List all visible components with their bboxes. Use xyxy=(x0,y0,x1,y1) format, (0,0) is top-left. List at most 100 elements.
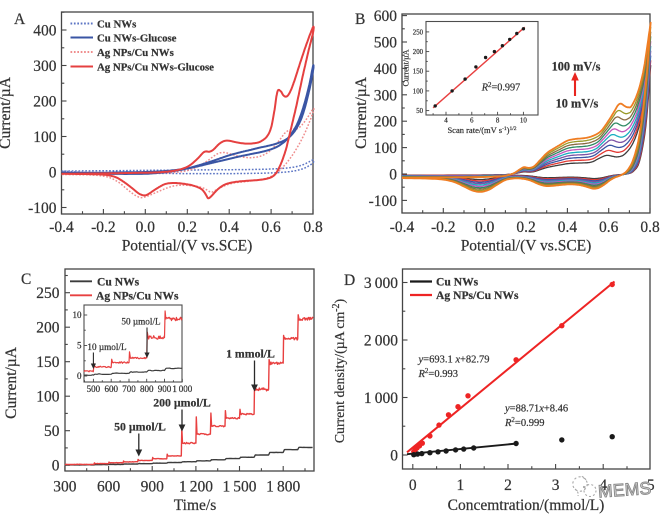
svg-text:0.8: 0.8 xyxy=(303,219,323,236)
svg-text:600: 600 xyxy=(97,479,121,496)
svg-text:0.4: 0.4 xyxy=(220,219,240,236)
svg-text:Cu NWs: Cu NWs xyxy=(97,275,140,288)
svg-text:100: 100 xyxy=(413,88,424,95)
svg-text:700: 700 xyxy=(122,384,136,394)
svg-text:4: 4 xyxy=(599,477,607,494)
svg-text:0: 0 xyxy=(49,165,57,182)
svg-text:800: 800 xyxy=(140,384,154,394)
svg-text:400: 400 xyxy=(374,61,398,78)
svg-text:250: 250 xyxy=(413,29,424,36)
svg-text:C: C xyxy=(21,271,31,288)
svg-text:D: D xyxy=(344,272,355,289)
svg-text:Current/µA: Current/µA xyxy=(353,76,370,149)
svg-text:0.6: 0.6 xyxy=(261,219,281,236)
svg-text:-0.4: -0.4 xyxy=(390,219,415,236)
svg-text:200: 200 xyxy=(374,114,398,131)
svg-text:0.6: 0.6 xyxy=(599,219,619,236)
svg-text:200 µmol/L: 200 µmol/L xyxy=(153,396,211,410)
svg-text:0.0: 0.0 xyxy=(475,219,495,236)
svg-text:0.2: 0.2 xyxy=(516,219,535,236)
svg-text:0.0: 0.0 xyxy=(136,219,156,236)
svg-text:Current/µA: Current/µA xyxy=(402,49,411,86)
svg-text:500: 500 xyxy=(374,35,398,52)
svg-text:300: 300 xyxy=(33,58,57,75)
svg-text:1 500: 1 500 xyxy=(222,479,256,496)
svg-text:4: 4 xyxy=(444,117,448,125)
svg-text:0.2: 0.2 xyxy=(178,219,197,236)
svg-text:100: 100 xyxy=(36,389,60,406)
svg-text:-0.2: -0.2 xyxy=(91,219,116,236)
svg-text:250: 250 xyxy=(36,285,60,302)
svg-text:Time/s: Time/s xyxy=(174,497,217,514)
svg-text:1 000: 1 000 xyxy=(172,384,192,394)
svg-text:300: 300 xyxy=(374,87,398,104)
svg-text:0: 0 xyxy=(409,477,417,494)
svg-text:100: 100 xyxy=(374,140,398,157)
svg-text:200: 200 xyxy=(36,320,60,337)
svg-text:6: 6 xyxy=(470,117,474,125)
svg-text:10: 10 xyxy=(520,117,528,125)
svg-text:400: 400 xyxy=(33,23,57,40)
svg-text:600: 600 xyxy=(104,384,118,394)
svg-text:Potential/(V vs.SCE): Potential/(V vs.SCE) xyxy=(461,238,592,255)
svg-text:-0.4: -0.4 xyxy=(49,219,74,236)
svg-text:R2=0.997: R2=0.997 xyxy=(481,81,520,94)
svg-text:1 mmol/L: 1 mmol/L xyxy=(226,347,275,361)
svg-text:200: 200 xyxy=(413,49,424,56)
svg-text:0: 0 xyxy=(389,167,397,184)
svg-text:50 µmol/L: 50 µmol/L xyxy=(121,317,161,327)
svg-text:8: 8 xyxy=(496,117,500,125)
svg-text:150: 150 xyxy=(36,354,60,371)
svg-text:R2=0.993: R2=0.993 xyxy=(418,367,458,380)
svg-text:1: 1 xyxy=(457,477,465,494)
svg-text:600: 600 xyxy=(374,8,398,25)
svg-text:B: B xyxy=(355,11,365,28)
svg-text:y=693.1 x+82.79: y=693.1 x+82.79 xyxy=(418,355,490,366)
svg-text:0: 0 xyxy=(390,448,398,465)
svg-text:0.8: 0.8 xyxy=(640,219,660,236)
svg-text:2: 2 xyxy=(504,477,512,494)
svg-text:Current density/(µA cm-2): Current density/(µA cm-2) xyxy=(331,299,348,443)
svg-text:Current/µA: Current/µA xyxy=(0,76,14,149)
svg-text:500: 500 xyxy=(87,384,101,394)
svg-text:150: 150 xyxy=(413,69,424,76)
svg-text:-100: -100 xyxy=(369,193,398,210)
svg-text:y=88.71x+8.46: y=88.71x+8.46 xyxy=(504,404,568,415)
svg-text:100 mV/s: 100 mV/s xyxy=(552,60,601,74)
svg-text:50 µmol/L: 50 µmol/L xyxy=(114,420,166,434)
svg-text:100: 100 xyxy=(33,129,57,146)
svg-text:MEMS: MEMS xyxy=(597,478,652,502)
svg-text:10: 10 xyxy=(73,310,83,320)
svg-text:1 800: 1 800 xyxy=(266,479,300,496)
svg-text:Ag NPs/Cu NWs-Glucose: Ag NPs/Cu NWs-Glucose xyxy=(97,62,214,74)
svg-text:Ag NPs/Cu NWs: Ag NPs/Cu NWs xyxy=(436,289,519,302)
svg-text:900: 900 xyxy=(141,479,165,496)
svg-text:Potential/(V vs.SCE): Potential/(V vs.SCE) xyxy=(122,238,253,255)
svg-text:Scan rate/(mV s-1)1/2: Scan rate/(mV s-1)1/2 xyxy=(447,125,516,135)
svg-text:-100: -100 xyxy=(28,200,57,217)
svg-text:0.4: 0.4 xyxy=(558,219,578,236)
svg-text:Ag NPs/Cu NWs: Ag NPs/Cu NWs xyxy=(96,289,179,302)
svg-text:Current/µA: Current/µA xyxy=(3,346,20,419)
svg-text:300: 300 xyxy=(53,479,77,496)
svg-text:Cu NWs: Cu NWs xyxy=(436,276,479,289)
svg-text:Cu NWs-Glucose: Cu NWs-Glucose xyxy=(97,33,177,45)
svg-text:Cu NWs: Cu NWs xyxy=(97,19,136,31)
svg-text:10 mV/s: 10 mV/s xyxy=(556,97,599,111)
svg-text:3: 3 xyxy=(552,477,560,494)
svg-text:900: 900 xyxy=(158,384,172,394)
svg-text:0: 0 xyxy=(52,458,60,475)
svg-text:2 000: 2 000 xyxy=(364,333,398,350)
svg-text:50: 50 xyxy=(44,423,60,440)
svg-text:A: A xyxy=(14,11,26,28)
svg-text:5: 5 xyxy=(77,341,82,351)
svg-text:10 µmol/L: 10 µmol/L xyxy=(87,342,127,352)
svg-text:R2=0.999: R2=0.999 xyxy=(504,416,544,429)
svg-text:5: 5 xyxy=(647,477,655,494)
svg-text:Concemtration/(mmol/L): Concemtration/(mmol/L) xyxy=(448,497,605,514)
svg-text:1 200: 1 200 xyxy=(179,479,213,496)
svg-text:50: 50 xyxy=(416,108,423,115)
svg-text:0: 0 xyxy=(77,371,82,381)
svg-text:-0.2: -0.2 xyxy=(431,219,456,236)
svg-text:Ag NPs/Cu NWs: Ag NPs/Cu NWs xyxy=(97,47,174,59)
